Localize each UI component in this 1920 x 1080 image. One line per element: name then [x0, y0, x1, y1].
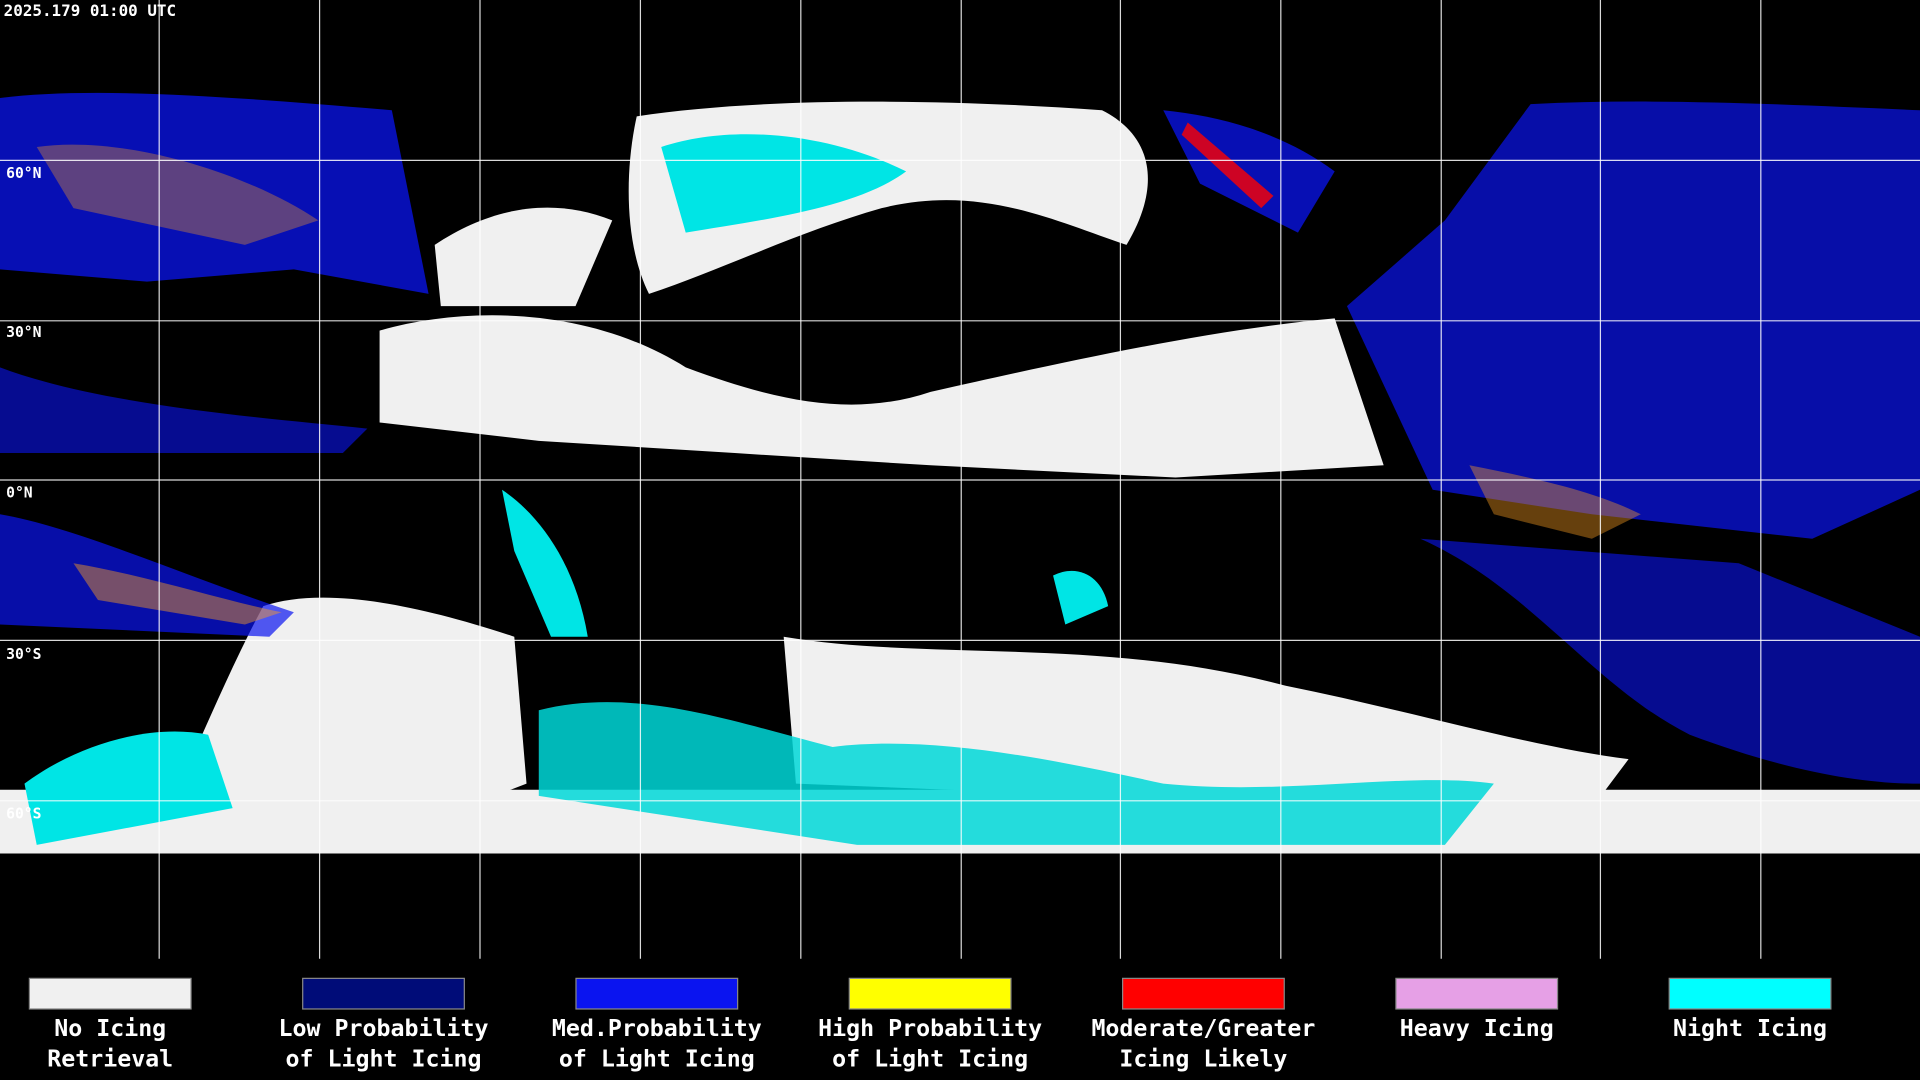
legend-label: Med.Probability — [552, 1015, 762, 1042]
legend-label: Moderate/Greater — [1091, 1015, 1315, 1042]
legend-swatch — [1121, 977, 1285, 1010]
latitude-label: 0°N — [6, 484, 33, 501]
legend-label: No Icing — [54, 1015, 166, 1042]
legend-label: of Light Icing — [559, 1046, 755, 1073]
legend: No Icing Retrieval Low Probability of Light… — [28, 977, 1832, 1073]
legend-swatch — [1395, 977, 1559, 1010]
legend-swatch — [1668, 977, 1832, 1010]
legend-swatch — [28, 977, 192, 1010]
legend-label: Low Probability — [279, 1015, 489, 1042]
latitude-label: 60°S — [6, 805, 41, 822]
graticule — [0, 0, 1920, 959]
legend-swatch — [302, 977, 465, 1010]
legend-label: Night Icing — [1673, 1015, 1827, 1042]
cloud-fields — [0, 92, 1920, 854]
legend-label: High Probability — [818, 1015, 1042, 1042]
latitude-label: 60°N — [6, 165, 41, 182]
legend-label: of Light Icing — [832, 1046, 1028, 1073]
timestamp: 2025.179 01:00 UTC — [4, 1, 176, 20]
latitude-label: 30°N — [6, 324, 41, 341]
legend-swatch — [575, 977, 739, 1010]
latitude-labels: 60°N 30°N 0°N 30°S 60°S — [6, 165, 41, 822]
latitude-label: 30°S — [6, 646, 41, 663]
legend-label: Icing Likely — [1119, 1046, 1287, 1073]
legend-label: Heavy Icing — [1400, 1015, 1554, 1042]
legend-swatch — [848, 977, 1012, 1010]
legend-label: Retrieval — [47, 1046, 173, 1073]
legend-label: of Light Icing — [286, 1046, 482, 1073]
